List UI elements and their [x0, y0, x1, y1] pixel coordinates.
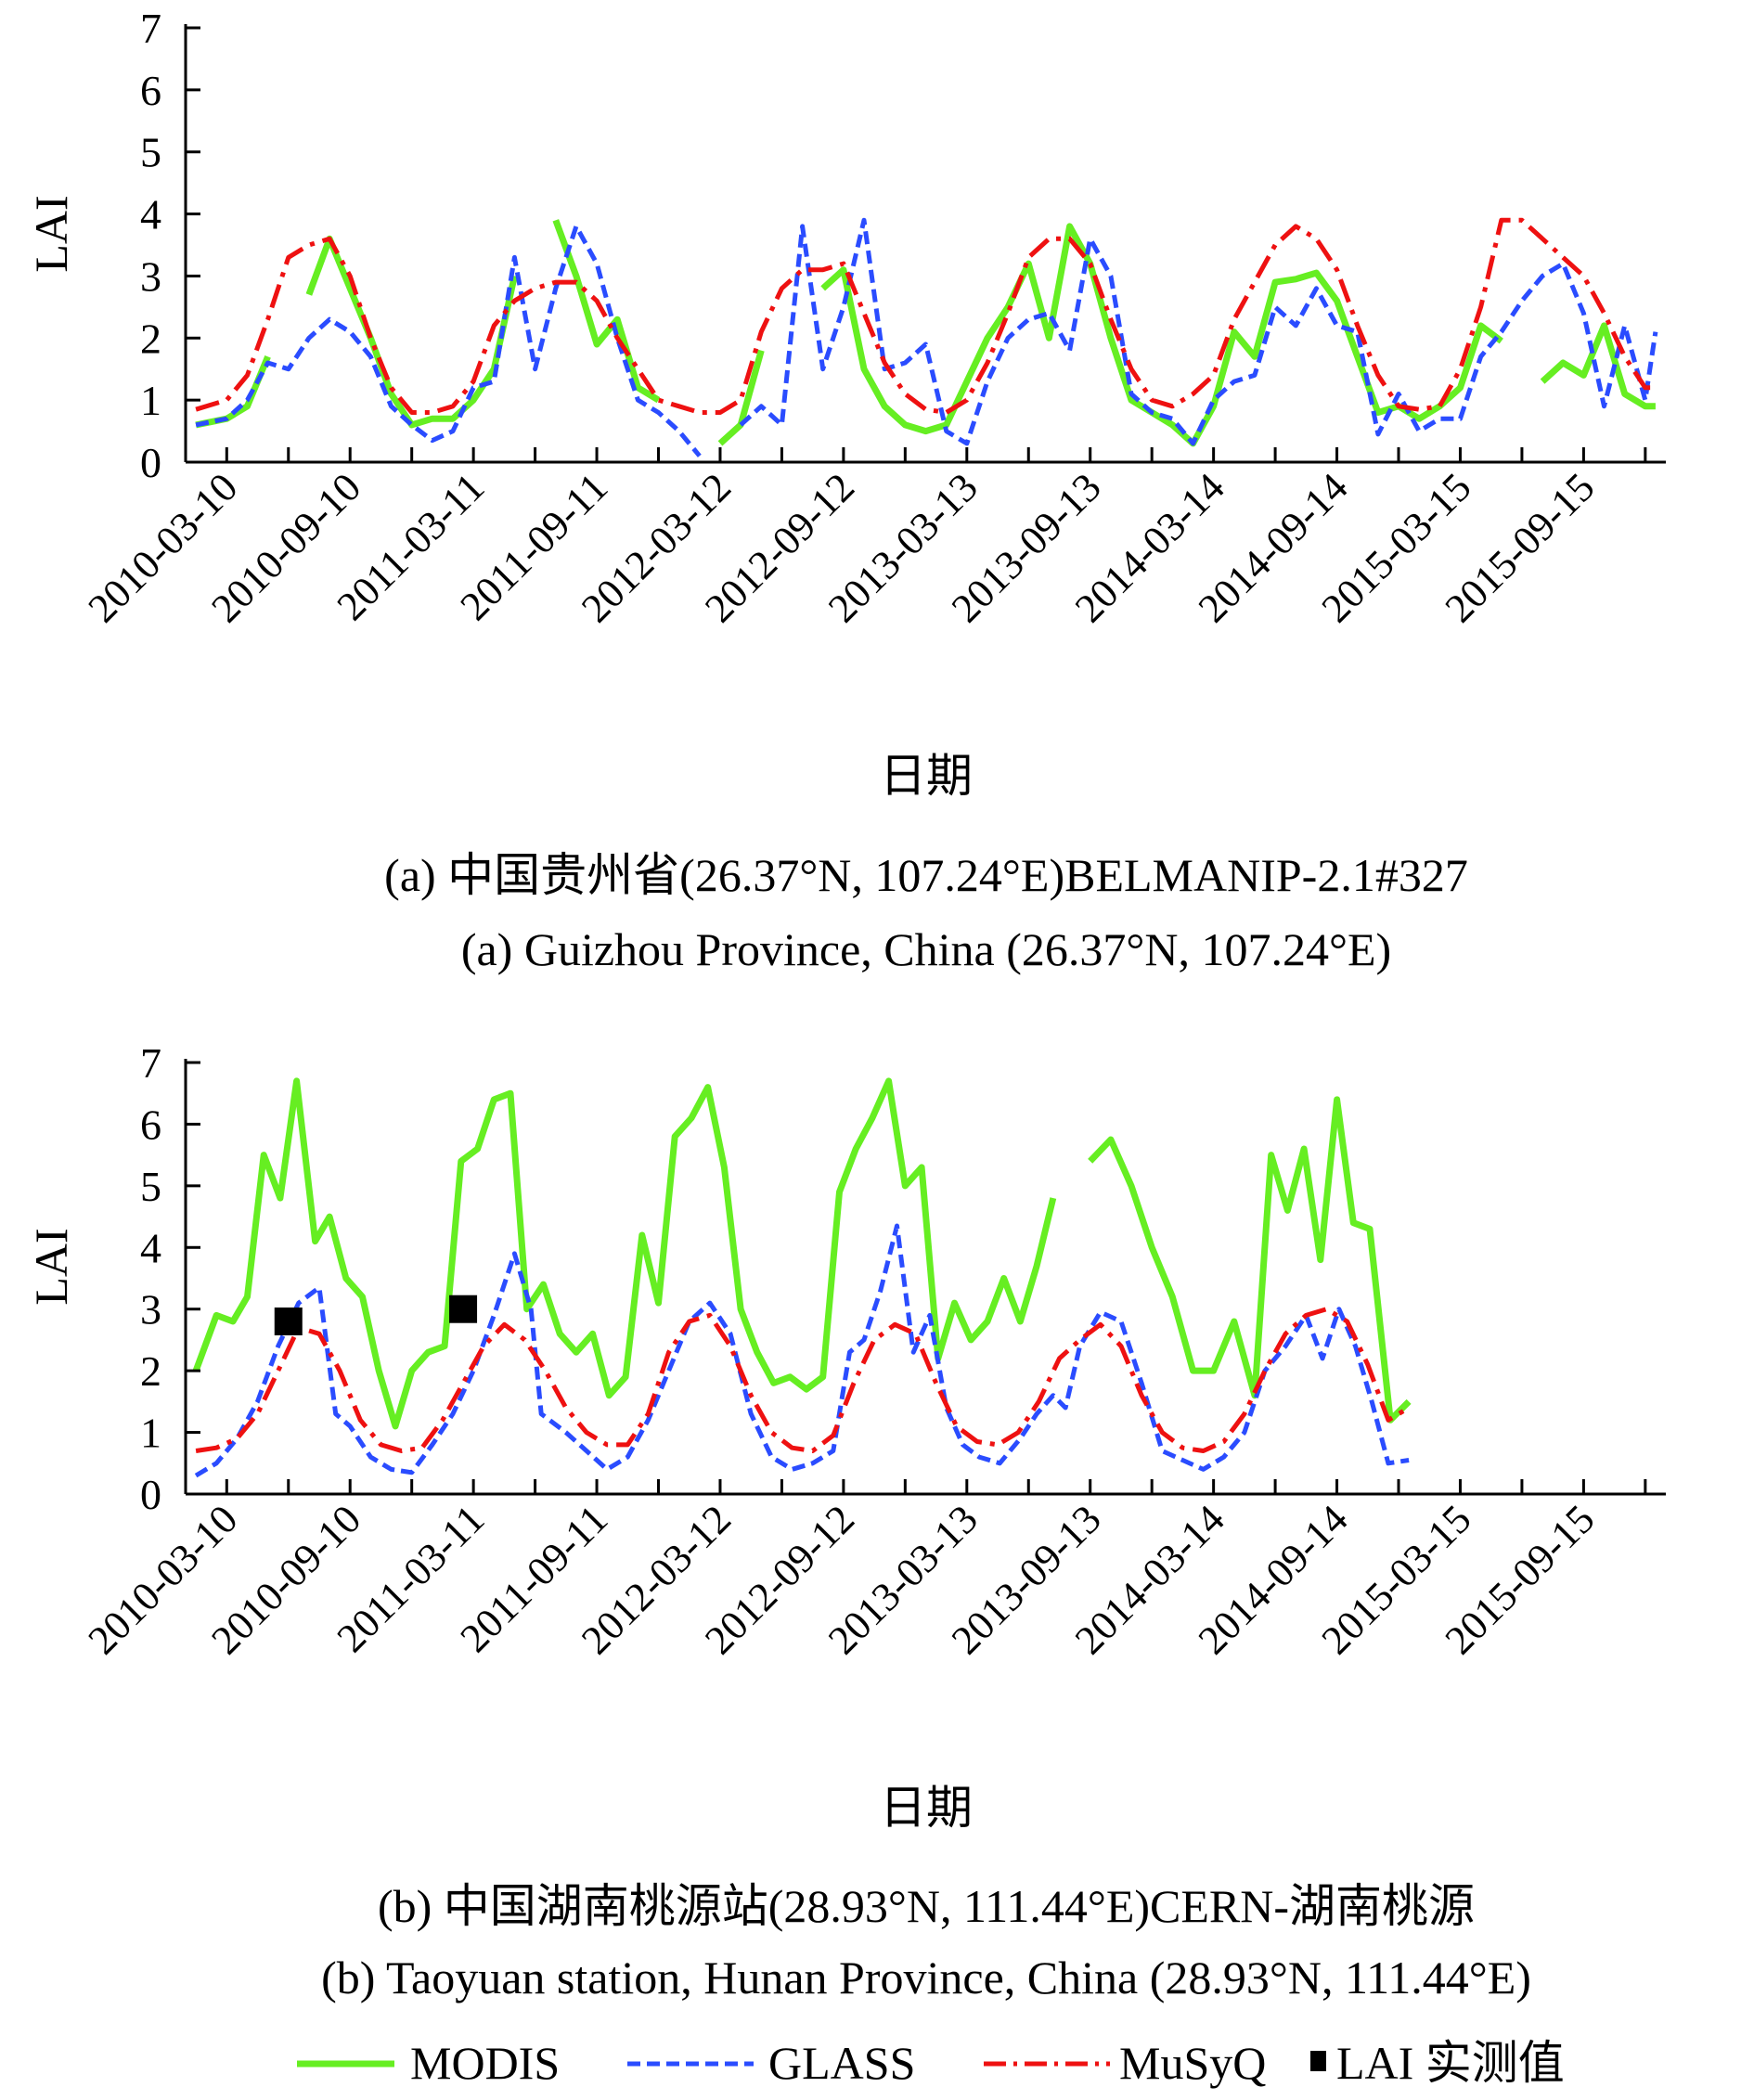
panel-b-ylabel: LAI [25, 1228, 77, 1305]
legend-label-glass: GLASS [768, 2037, 915, 2089]
panel-a-ytick-label: 5 [140, 129, 161, 176]
panel-a-ytick-label: 6 [140, 67, 161, 114]
panel-b-ytick-label: 7 [140, 1039, 161, 1087]
panel-a-ytick-label: 2 [140, 315, 161, 362]
panel-b-ytick-label: 5 [140, 1163, 161, 1210]
panel-b-ytick-label: 1 [140, 1410, 161, 1457]
panel-a-modis-line-4-0 [820, 223, 1503, 447]
panel-a-ytick-label: 3 [140, 252, 161, 300]
panel-a-ytick-label: 7 [140, 5, 161, 52]
panel-b-ytick-label: 0 [140, 1471, 161, 1518]
panel-b-lai-point-0 [274, 1308, 303, 1335]
panel-b-lai-point-1 [449, 1295, 478, 1323]
panel-a-modis-line-3-0 [717, 349, 765, 446]
panel-b-glass-line-0-0 [194, 1223, 1410, 1478]
panel-b-ytick-label: 6 [140, 1101, 161, 1148]
panel-b-ytick-label: 2 [140, 1347, 161, 1395]
panel-b-modis-line-0-0 [192, 1077, 1057, 1430]
legend-label-modis: MODIS [410, 2037, 560, 2089]
panel-a-glass-line-1-0 [739, 217, 1658, 446]
legend: MODIS GLASS MuSyQ LAI 实测值 [297, 2037, 1565, 2089]
panel-b-modis-line-1-0 [1088, 1096, 1412, 1424]
panel-a-caption-cn: (a) 中国贵州省(26.37°N, 107.24°E)BELMANIP-2.1… [384, 849, 1468, 901]
panel-a-caption-en: (a) Guizhou Province, China (26.37°N, 10… [461, 923, 1391, 975]
panel-a-xlabel: 日期 [880, 750, 973, 802]
panel-b-caption-en: (b) Taoyuan station, Hunan Province, Chi… [321, 1952, 1531, 2003]
panel-a-ytick-label: 4 [140, 191, 161, 238]
panel-a-modis-line-5-0 [1540, 322, 1656, 410]
panel-a-modis-line-1-0 [305, 235, 518, 429]
panel-b-caption-cn: (b) 中国湖南桃源站(28.93°N, 111.44°E)CERN-湖南桃源 [378, 1880, 1475, 1932]
legend-label-lai: LAI 实测值 [1336, 2037, 1565, 2089]
panel-a-modis-line-0-0 [195, 354, 271, 429]
panel-b-ytick-label: 4 [140, 1224, 161, 1271]
panel-b-musyq-line-0-0 [195, 1307, 1411, 1453]
panel-a-musyq-line-0-0 [195, 217, 1656, 415]
panel-b-xlabel: 日期 [880, 1782, 973, 1834]
legend-label-musyq: MuSyQ [1119, 2037, 1266, 2089]
panel-b-ytick-label: 3 [140, 1286, 161, 1333]
legend-swatch-lai [1310, 2051, 1326, 2071]
panel-a-modis-line-2-0 [552, 219, 661, 404]
panel-a-ytick-label: 1 [140, 377, 161, 424]
panel-a-ytick-label: 0 [140, 439, 161, 486]
panel-a-ylabel: LAI [25, 195, 77, 272]
panel-a-glass-line-0-0 [195, 224, 702, 457]
